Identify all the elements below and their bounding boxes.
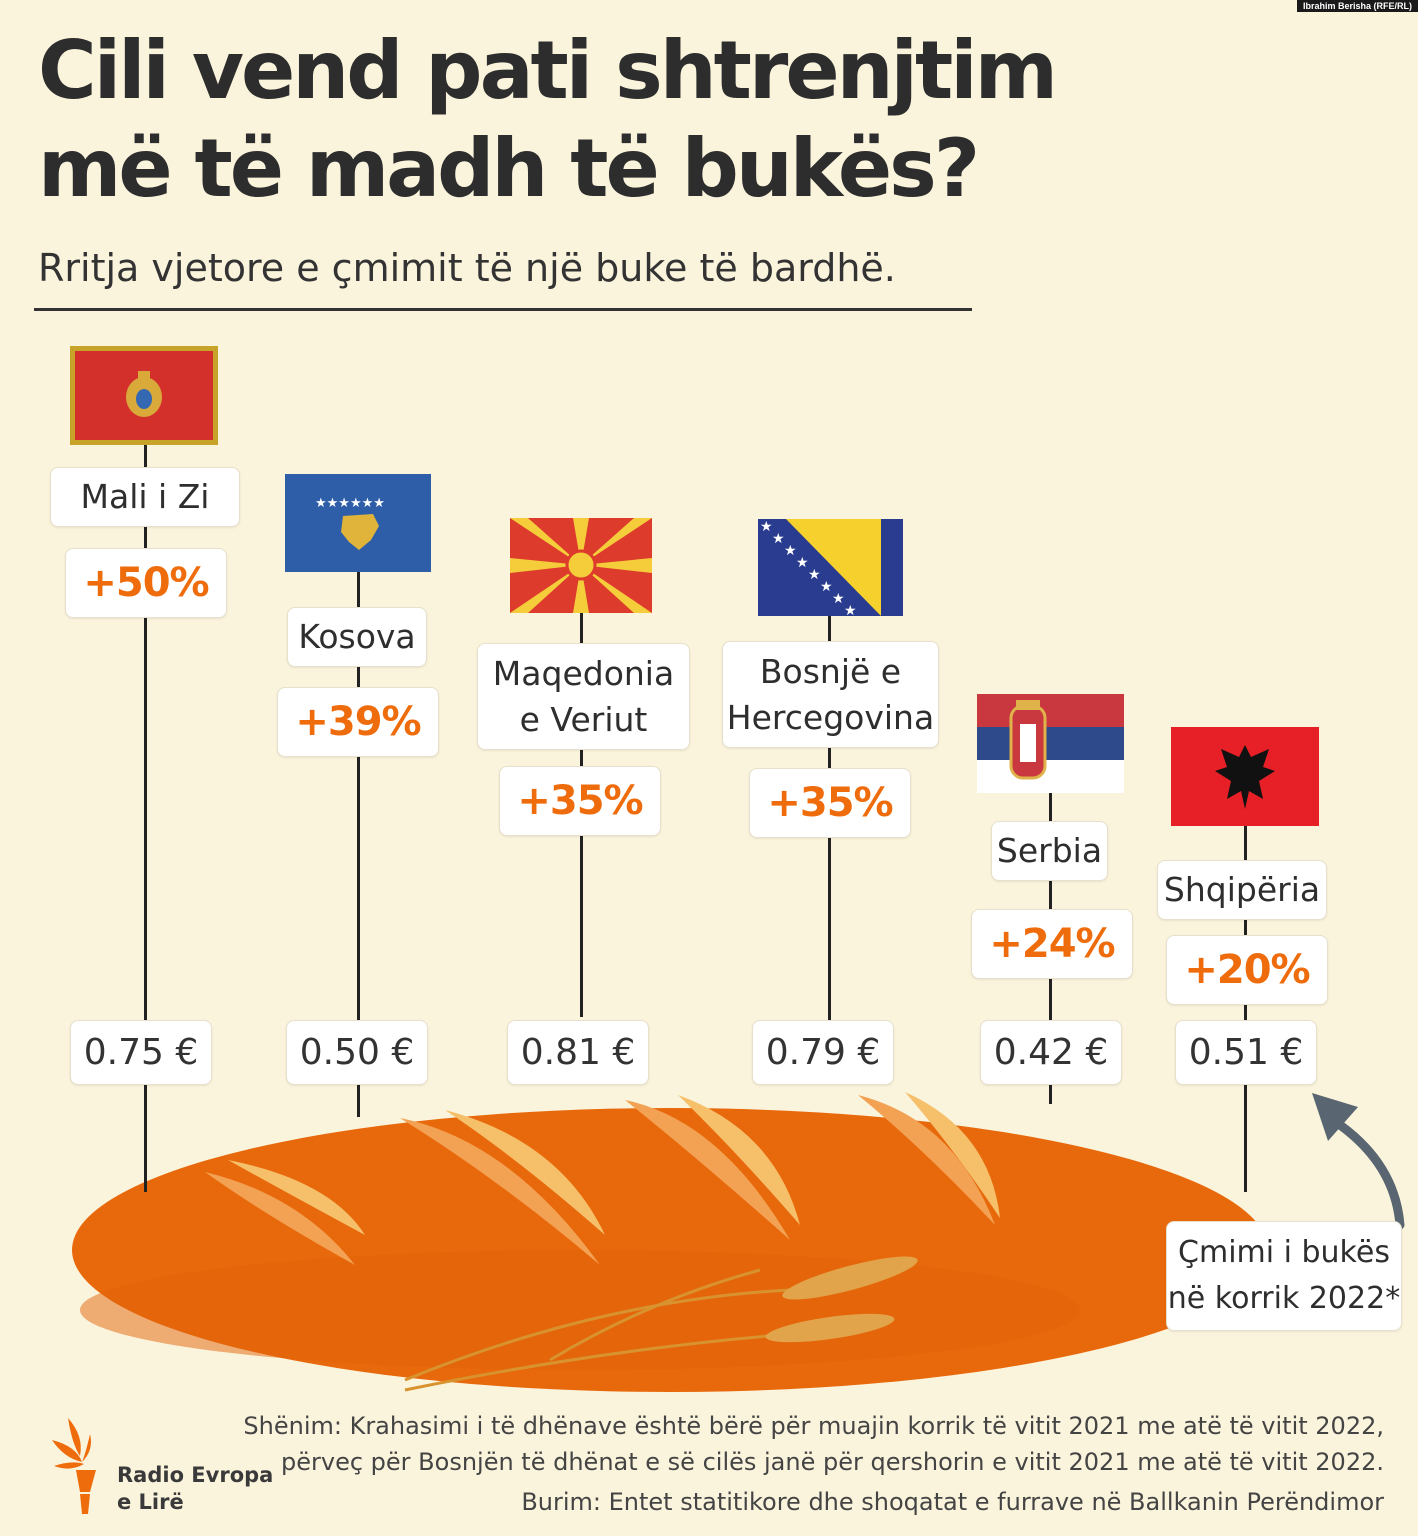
pct-kosova: +39%: [277, 687, 439, 757]
svg-text:★: ★: [808, 567, 821, 583]
serbia-flag: [977, 694, 1124, 793]
montenegro-flag: [70, 346, 218, 445]
svg-text:★: ★: [760, 519, 773, 535]
pct-bosnje: +35%: [749, 768, 911, 838]
page-title: Cili vend pati shtrenjtim më të madh të …: [38, 22, 1138, 218]
albania-flag: [1171, 727, 1319, 826]
kosovo-flag: ★★★★★★: [285, 474, 431, 572]
footnote: Shënim: Krahasimi i të dhënave është bër…: [243, 1412, 1384, 1476]
svg-text:★: ★: [784, 543, 797, 559]
stem-mali-i-zi: [144, 444, 147, 1192]
pct-serbia: +24%: [971, 909, 1133, 979]
rfe-torch-logo-icon: [52, 1418, 96, 1514]
country-name-mali-i-zi: Mali i Zi: [50, 467, 240, 527]
pct-maqedonia: +35%: [499, 766, 661, 836]
svg-text:★: ★: [844, 603, 857, 616]
svg-text:★★★★★★: ★★★★★★: [315, 496, 385, 511]
country-name-kosova: Kosova: [287, 607, 427, 667]
price-shqiperia: 0.51 €: [1175, 1020, 1317, 1085]
wheat-icon: [404, 1268, 791, 1392]
callout-arrow-icon: [1312, 1093, 1405, 1230]
north-macedonia-flag: [510, 518, 652, 613]
price-kosova: 0.50 €: [286, 1020, 428, 1085]
photo-credit: Ibrahim Berisha (RFE/RL): [1296, 0, 1418, 12]
svg-text:★: ★: [820, 579, 833, 595]
page-subtitle: Rritja vjetore e çmimit të një buke të b…: [38, 246, 896, 290]
country-name-maqedonia: Maqedonia e Veriut: [477, 643, 690, 750]
svg-text:★: ★: [772, 531, 785, 547]
title-divider: [34, 308, 972, 311]
stem-kosova: [357, 571, 360, 1117]
source-line: Burim: Entet statitikore dhe shoqatat e …: [521, 1488, 1384, 1516]
logo-text-line-2: e Lirë: [117, 1490, 184, 1514]
price-serbia: 0.42 €: [980, 1020, 1122, 1085]
wheat-ears-icon: [765, 1256, 918, 1343]
price-maqedonia: 0.81 €: [507, 1020, 649, 1085]
price-mali-i-zi: 0.75 €: [70, 1020, 212, 1085]
title-line-2: më të madh të bukës?: [38, 122, 980, 215]
svg-text:★: ★: [832, 591, 845, 607]
country-name-serbia: Serbia: [991, 821, 1108, 881]
logo-text-line-1: Radio Evropa: [117, 1463, 274, 1487]
price-callout: Çmimi i bukës në korrik 2022*: [1166, 1221, 1402, 1331]
country-name-bosnje: Bosnjë e Hercegovina: [722, 641, 939, 748]
price-bosnje: 0.79 €: [752, 1020, 894, 1085]
svg-text:★: ★: [796, 555, 809, 571]
pct-shqiperia: +20%: [1166, 935, 1328, 1005]
country-name-shqiperia: Shqipëria: [1157, 860, 1327, 920]
stem-shqiperia: [1244, 825, 1247, 1192]
title-line-1: Cili vend pati shtrenjtim: [38, 24, 1058, 117]
bosnia-flag: ★★★ ★★★ ★★: [758, 519, 903, 616]
pct-mali-i-zi: +50%: [65, 548, 227, 618]
